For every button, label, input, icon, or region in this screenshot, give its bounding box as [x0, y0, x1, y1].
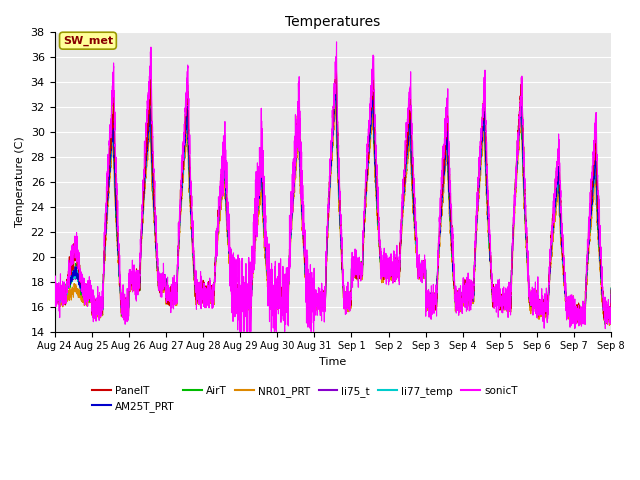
AM25T_PRT: [150, 215, 158, 220]
AirT: [458, 294, 465, 300]
AirT: [607, 306, 614, 312]
AirT: [601, 321, 609, 327]
NR01_PRT: [607, 322, 614, 327]
Legend: PanelT, AM25T_PRT, AirT, NR01_PRT, li75_t, li77_temp, sonicT: PanelT, AM25T_PRT, AirT, NR01_PRT, li75_…: [88, 382, 522, 416]
AM25T_PRT: [312, 300, 320, 305]
li75_t: [332, 77, 340, 83]
AirT: [332, 81, 340, 87]
AM25T_PRT: [458, 296, 465, 301]
li75_t: [150, 210, 158, 216]
NR01_PRT: [607, 303, 615, 309]
PanelT: [580, 321, 588, 327]
Text: SW_met: SW_met: [63, 36, 113, 46]
Line: NR01_PRT: NR01_PRT: [54, 99, 611, 325]
sonicT: [607, 291, 615, 297]
sonicT: [490, 290, 497, 296]
sonicT: [150, 185, 158, 191]
li77_temp: [51, 292, 58, 298]
li77_temp: [427, 299, 435, 304]
AirT: [312, 296, 320, 302]
NR01_PRT: [427, 305, 435, 311]
li77_temp: [458, 301, 465, 307]
Line: AM25T_PRT: AM25T_PRT: [54, 80, 611, 320]
PanelT: [312, 299, 320, 304]
NR01_PRT: [490, 301, 497, 307]
Line: li75_t: li75_t: [54, 80, 611, 318]
NR01_PRT: [605, 323, 613, 328]
PanelT: [150, 211, 158, 216]
Line: PanelT: PanelT: [54, 64, 611, 324]
sonicT: [312, 302, 320, 308]
AirT: [490, 296, 497, 302]
AM25T_PRT: [427, 300, 435, 306]
PanelT: [607, 316, 614, 322]
Line: li77_temp: li77_temp: [54, 79, 611, 319]
li77_temp: [600, 316, 608, 322]
AM25T_PRT: [332, 77, 340, 83]
PanelT: [51, 289, 58, 295]
NR01_PRT: [150, 225, 158, 231]
AM25T_PRT: [607, 317, 614, 323]
AirT: [427, 301, 435, 307]
li75_t: [312, 297, 320, 302]
PanelT: [332, 61, 340, 67]
AM25T_PRT: [607, 286, 615, 291]
li75_t: [607, 311, 614, 317]
Line: sonicT: sonicT: [54, 42, 611, 332]
sonicT: [607, 311, 614, 317]
AirT: [51, 292, 58, 298]
li75_t: [51, 289, 58, 295]
PanelT: [458, 295, 465, 300]
sonicT: [427, 291, 435, 297]
PanelT: [427, 300, 435, 305]
li77_temp: [607, 293, 615, 299]
X-axis label: Time: Time: [319, 357, 346, 367]
AM25T_PRT: [490, 291, 497, 297]
AM25T_PRT: [51, 288, 58, 294]
AM25T_PRT: [607, 308, 614, 313]
sonicT: [333, 39, 340, 45]
sonicT: [458, 300, 466, 306]
Line: AirT: AirT: [54, 84, 611, 324]
li75_t: [458, 301, 465, 307]
NR01_PRT: [458, 302, 465, 308]
li77_temp: [312, 303, 320, 309]
PanelT: [490, 288, 497, 293]
PanelT: [607, 287, 615, 293]
NR01_PRT: [312, 301, 320, 307]
sonicT: [51, 302, 58, 308]
AirT: [607, 285, 615, 290]
Title: Temperatures: Temperatures: [285, 15, 381, 29]
li75_t: [427, 304, 435, 310]
li77_temp: [150, 208, 158, 214]
Y-axis label: Temperature (C): Temperature (C): [15, 136, 25, 227]
NR01_PRT: [51, 296, 58, 302]
li77_temp: [607, 307, 614, 313]
li75_t: [490, 289, 497, 295]
li75_t: [600, 315, 608, 321]
li77_temp: [490, 290, 497, 296]
li77_temp: [332, 76, 340, 82]
sonicT: [236, 329, 244, 335]
li75_t: [607, 293, 615, 299]
AirT: [150, 213, 158, 219]
NR01_PRT: [332, 96, 340, 102]
